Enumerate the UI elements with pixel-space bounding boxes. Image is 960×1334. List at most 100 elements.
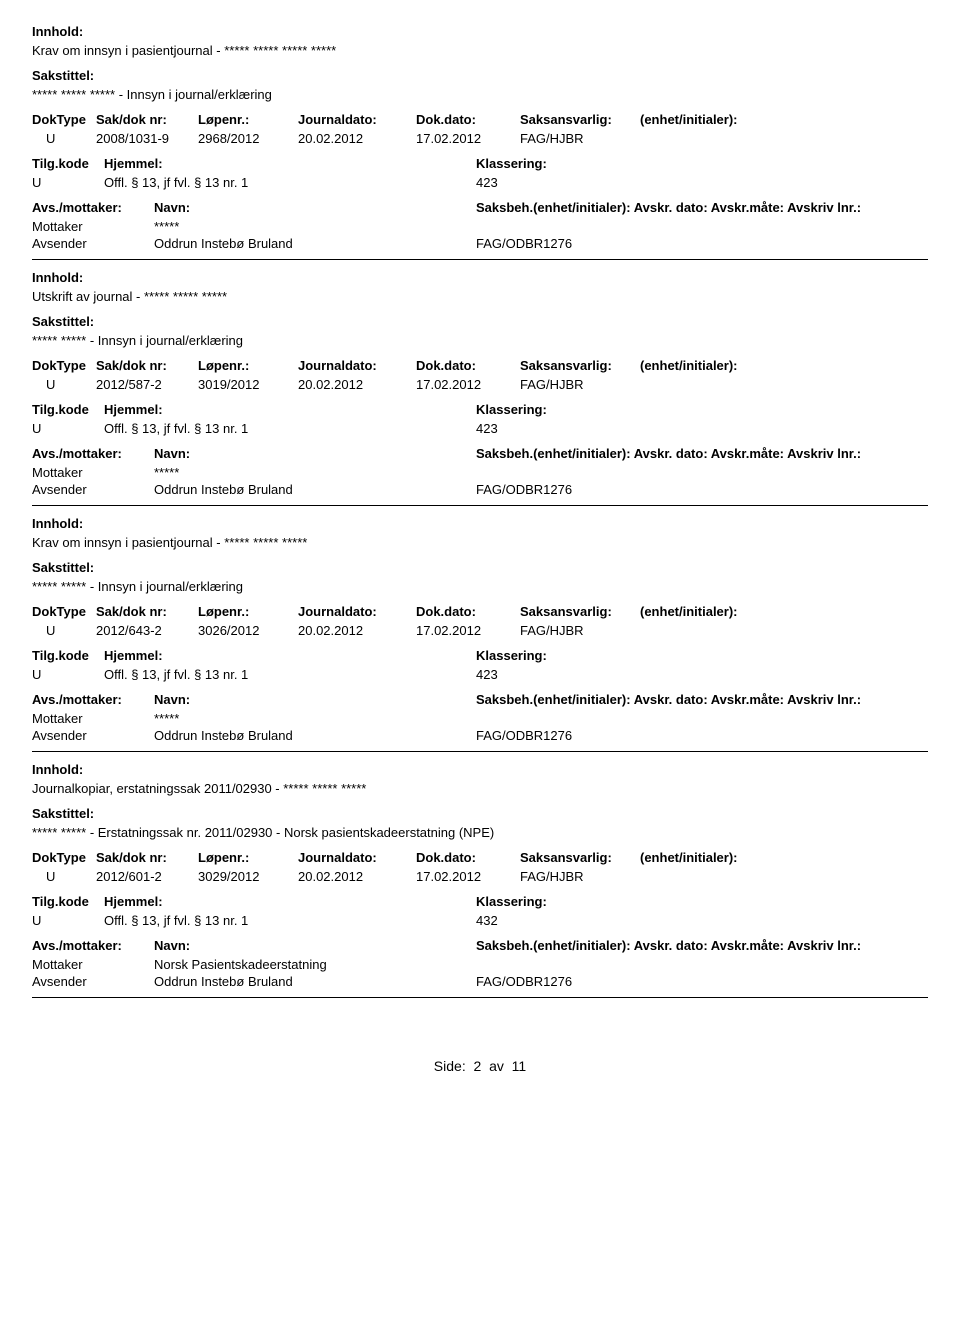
sakstittel-label: Sakstittel: (32, 806, 928, 821)
meta-value-row: U 2012/601-2 3029/2012 20.02.2012 17.02.… (32, 869, 928, 884)
hdr-saksbeh: Saksbeh.(enhet/initialer): Avskr. dato: … (476, 446, 896, 461)
party-code (476, 219, 676, 234)
val-tilgkode: U (32, 175, 104, 190)
val-dokdato: 17.02.2012 (416, 623, 520, 638)
party-code: FAG/ODBR1276 (476, 728, 676, 743)
hdr-enhet: (enhet/initialer): (640, 112, 790, 127)
meta-value-row: U 2012/587-2 3019/2012 20.02.2012 17.02.… (32, 377, 928, 392)
hdr-navn: Navn: (154, 446, 476, 461)
val-tilgkode: U (32, 667, 104, 682)
party-name: Oddrun Instebø Bruland (154, 482, 476, 497)
hdr-klassering: Klassering: (476, 648, 676, 663)
party-name: Oddrun Instebø Bruland (154, 236, 476, 251)
hdr-enhet: (enhet/initialer): (640, 850, 790, 865)
sakstittel-value: ***** ***** - Erstatningssak nr. 2011/02… (32, 825, 928, 840)
entry-separator (32, 505, 928, 506)
sakstittel-label: Sakstittel: (32, 560, 928, 575)
val-enhet (640, 623, 790, 638)
val-hjemmel: Offl. § 13, jf fvl. § 13 nr. 1 (104, 913, 476, 928)
val-klassering: 423 (476, 421, 676, 436)
party-header-row: Avs./mottaker: Navn: Saksbeh.(enhet/init… (32, 692, 928, 707)
val-sakdok: 2012/601-2 (96, 869, 198, 884)
party-code (476, 957, 676, 972)
val-klassering: 423 (476, 175, 676, 190)
val-tilgkode: U (32, 913, 104, 928)
page-footer: Side: 2 av 11 (32, 1058, 928, 1074)
hjemmel-header-row: Tilg.kode Hjemmel: Klassering: (32, 156, 928, 171)
hdr-doktype: DokType (32, 112, 96, 127)
innhold-value: Krav om innsyn i pasientjournal - ***** … (32, 535, 928, 550)
meta-value-row: U 2008/1031-9 2968/2012 20.02.2012 17.02… (32, 131, 928, 146)
party-code: FAG/ODBR1276 (476, 482, 676, 497)
hjemmel-value-row: U Offl. § 13, jf fvl. § 13 nr. 1 423 (32, 667, 928, 682)
meta-header-row: DokType Sak/dok nr: Løpenr.: Journaldato… (32, 358, 928, 373)
footer-page: 2 (474, 1058, 482, 1074)
party-role: Mottaker (32, 711, 154, 726)
meta-header-row: DokType Sak/dok nr: Løpenr.: Journaldato… (32, 604, 928, 619)
hdr-saksansvarlig: Saksansvarlig: (520, 112, 640, 127)
val-lopenr: 3026/2012 (198, 623, 298, 638)
party-role: Mottaker (32, 465, 154, 480)
hdr-klassering: Klassering: (476, 402, 676, 417)
hdr-saksansvarlig: Saksansvarlig: (520, 604, 640, 619)
entry-separator (32, 997, 928, 998)
val-dokdato: 17.02.2012 (416, 131, 520, 146)
hdr-journaldato: Journaldato: (298, 850, 416, 865)
sakstittel-value: ***** ***** - Innsyn i journal/erklæring (32, 579, 928, 594)
party-name: Oddrun Instebø Bruland (154, 728, 476, 743)
hdr-doktype: DokType (32, 358, 96, 373)
hdr-enhet: (enhet/initialer): (640, 358, 790, 373)
journal-entry: Innhold: Utskrift av journal - ***** ***… (32, 270, 928, 506)
party-code (476, 711, 676, 726)
val-enhet (640, 377, 790, 392)
innhold-label: Innhold: (32, 516, 928, 531)
val-klassering: 423 (476, 667, 676, 682)
val-sakdok: 2012/643-2 (96, 623, 198, 638)
hdr-tilgkode: Tilg.kode (32, 894, 104, 909)
val-hjemmel: Offl. § 13, jf fvl. § 13 nr. 1 (104, 175, 476, 190)
val-enhet (640, 131, 790, 146)
party-role: Avsender (32, 482, 154, 497)
hdr-avsmottaker: Avs./mottaker: (32, 200, 154, 215)
journal-entry: Innhold: Krav om innsyn i pasientjournal… (32, 24, 928, 260)
hdr-sakdok: Sak/dok nr: (96, 112, 198, 127)
val-sakdok: 2008/1031-9 (96, 131, 198, 146)
hdr-lopenr: Løpenr.: (198, 850, 298, 865)
hdr-sakdok: Sak/dok nr: (96, 358, 198, 373)
val-journaldato: 20.02.2012 (298, 869, 416, 884)
party-name: Oddrun Instebø Bruland (154, 974, 476, 989)
val-saksansvarlig: FAG/HJBR (520, 131, 640, 146)
hdr-lopenr: Løpenr.: (198, 604, 298, 619)
hdr-enhet: (enhet/initialer): (640, 604, 790, 619)
meta-header-row: DokType Sak/dok nr: Løpenr.: Journaldato… (32, 850, 928, 865)
hdr-journaldato: Journaldato: (298, 112, 416, 127)
val-hjemmel: Offl. § 13, jf fvl. § 13 nr. 1 (104, 667, 476, 682)
val-doktype: U (32, 377, 96, 392)
hdr-hjemmel: Hjemmel: (104, 156, 476, 171)
party-name: ***** (154, 465, 476, 480)
hdr-dokdato: Dok.dato: (416, 850, 520, 865)
footer-total: 11 (512, 1058, 527, 1074)
hdr-dokdato: Dok.dato: (416, 604, 520, 619)
hdr-hjemmel: Hjemmel: (104, 894, 476, 909)
hjemmel-value-row: U Offl. § 13, jf fvl. § 13 nr. 1 432 (32, 913, 928, 928)
val-lopenr: 3029/2012 (198, 869, 298, 884)
sakstittel-label: Sakstittel: (32, 314, 928, 329)
hdr-journaldato: Journaldato: (298, 358, 416, 373)
innhold-label: Innhold: (32, 762, 928, 777)
hdr-lopenr: Løpenr.: (198, 112, 298, 127)
val-journaldato: 20.02.2012 (298, 377, 416, 392)
meta-value-row: U 2012/643-2 3026/2012 20.02.2012 17.02.… (32, 623, 928, 638)
hdr-tilgkode: Tilg.kode (32, 402, 104, 417)
hjemmel-header-row: Tilg.kode Hjemmel: Klassering: (32, 648, 928, 663)
hjemmel-header-row: Tilg.kode Hjemmel: Klassering: (32, 894, 928, 909)
innhold-value: Journalkopiar, erstatningssak 2011/02930… (32, 781, 928, 796)
val-sakdok: 2012/587-2 (96, 377, 198, 392)
journal-entry: Innhold: Krav om innsyn i pasientjournal… (32, 516, 928, 752)
party-name: Norsk Pasientskadeerstatning (154, 957, 476, 972)
val-lopenr: 3019/2012 (198, 377, 298, 392)
hdr-lopenr: Løpenr.: (198, 358, 298, 373)
party-name: ***** (154, 219, 476, 234)
hdr-saksbeh: Saksbeh.(enhet/initialer): Avskr. dato: … (476, 692, 896, 707)
val-doktype: U (32, 869, 96, 884)
